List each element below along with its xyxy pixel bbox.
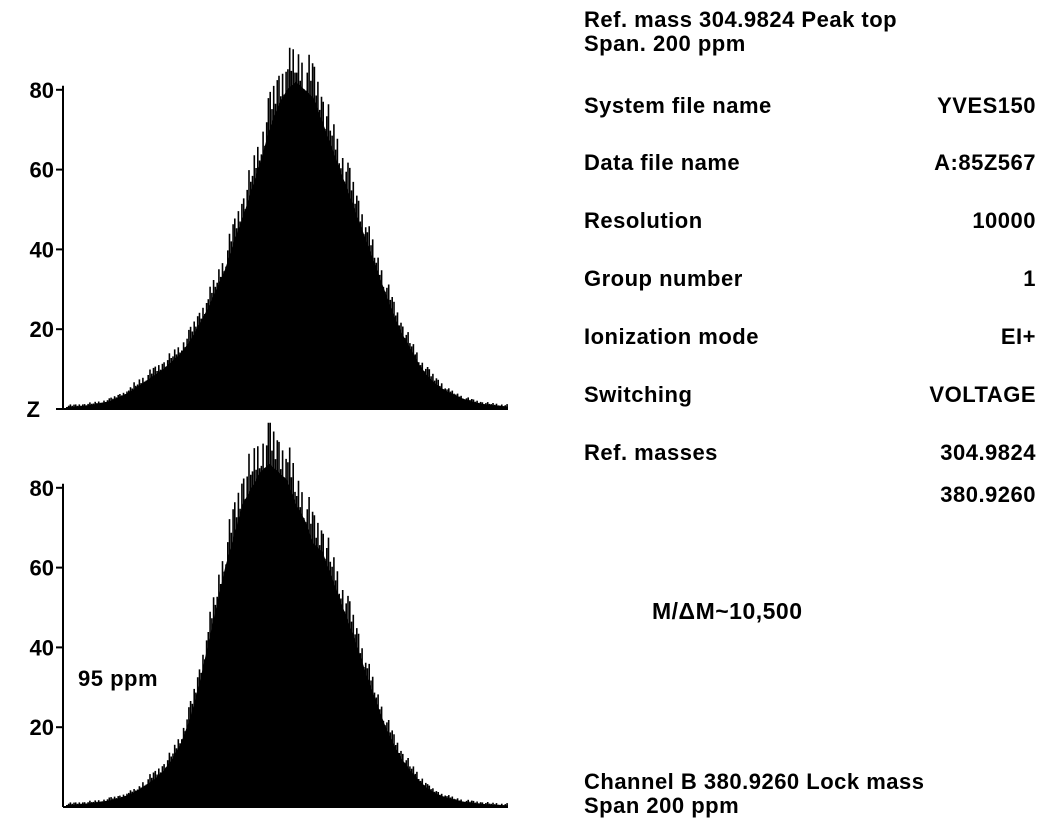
ref-mass-second-value: 380.9260 <box>940 482 1036 507</box>
info-row-ionization-mode: Ionization mode EI+ <box>584 324 1036 350</box>
info-row-ref-masses: Ref. masses 304.9824 <box>584 440 1036 466</box>
info-label: Group number <box>584 266 743 291</box>
info-label: Ionization mode <box>584 324 759 349</box>
info-value: 10000 <box>972 208 1036 233</box>
y-tick-label: 80 <box>30 476 54 501</box>
y-zero-label: Z <box>27 397 40 422</box>
ppm-annotation: 95 ppm <box>78 666 159 691</box>
info-value: YVES150 <box>937 93 1036 118</box>
y-tick-label: 80 <box>30 78 54 103</box>
y-tick-label: 40 <box>30 635 54 660</box>
bottom-plot-title: Channel B 380.9260 Lock mass <box>584 769 925 794</box>
y-tick-label: 60 <box>30 556 54 581</box>
bottom-peak-plot: 80 60 40 20 <box>30 422 508 808</box>
peak-profile-fill <box>66 463 508 807</box>
resolving-power-label: M/ΔM~10,500 <box>652 598 803 624</box>
info-label: Switching <box>584 382 693 407</box>
info-value: VOLTAGE <box>929 382 1036 407</box>
y-tick-label: 20 <box>30 317 54 342</box>
info-label: Resolution <box>584 208 703 233</box>
top-plot-subtitle: Span. 200 ppm <box>584 31 746 56</box>
info-row-system-file: System file name YVES150 <box>584 93 1036 119</box>
info-label: System file name <box>584 93 772 118</box>
y-tick-label: 20 <box>30 715 54 740</box>
info-row-resolution: Resolution 10000 <box>584 208 1036 234</box>
info-value: A:85Z567 <box>934 150 1036 175</box>
peak-profile-fill <box>66 81 508 410</box>
info-row-group-number: Group number 1 <box>584 266 1036 292</box>
info-value: 1 <box>1023 266 1036 291</box>
info-value: EI+ <box>1000 324 1036 349</box>
info-row-switching: Switching VOLTAGE <box>584 382 1036 408</box>
info-value: 304.9824 <box>940 440 1036 465</box>
bottom-plot-subtitle: Span 200 ppm <box>584 793 740 818</box>
y-tick-label: 40 <box>30 237 54 262</box>
info-row-data-file: Data file name A:85Z567 <box>584 150 1036 176</box>
top-peak-plot: 80 60 40 20 Z <box>27 47 508 422</box>
info-label: Data file name <box>584 150 741 175</box>
info-label: Ref. masses <box>584 440 718 465</box>
y-tick-label: 60 <box>30 158 54 183</box>
top-plot-title: Ref. mass 304.9824 Peak top <box>584 7 898 32</box>
